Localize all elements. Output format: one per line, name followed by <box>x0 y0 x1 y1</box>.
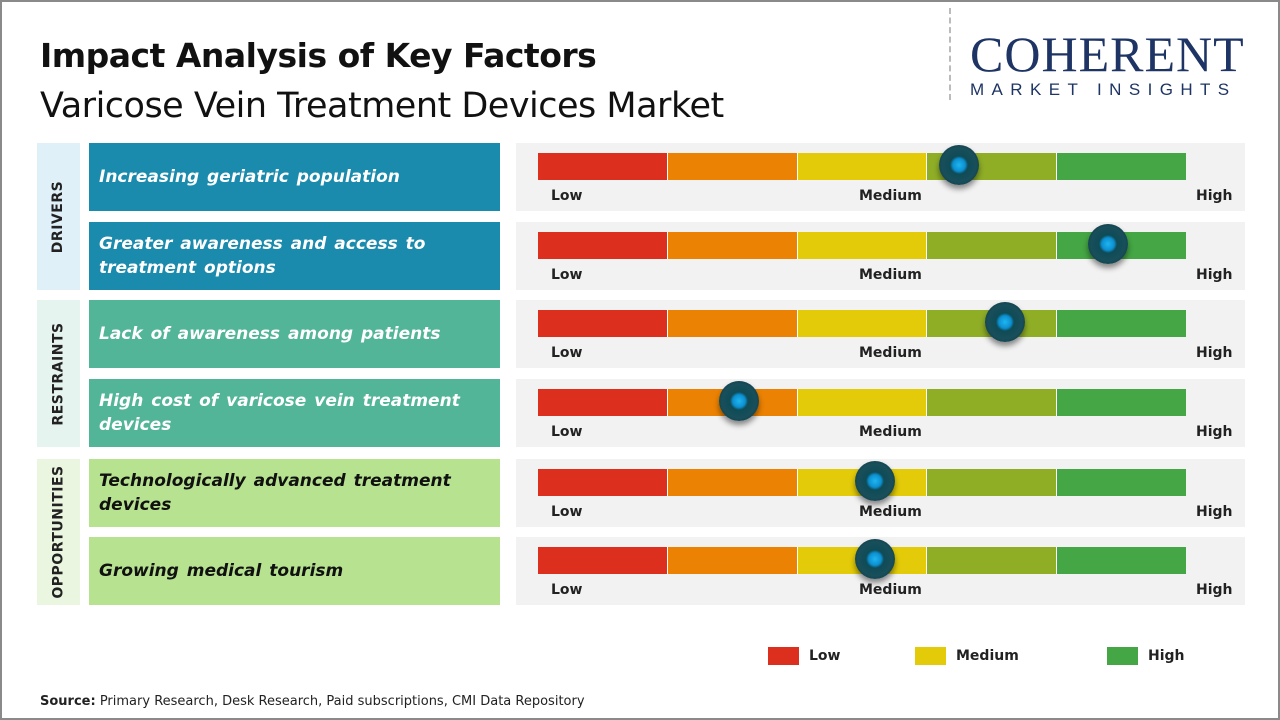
scale-segment <box>927 389 1058 416</box>
scale-segment <box>1057 389 1186 416</box>
factor-label: Growing medical tourism <box>89 537 500 605</box>
scale-segment <box>1057 469 1186 496</box>
scale-label-medium: Medium <box>859 267 922 283</box>
scale-segment <box>538 153 668 180</box>
factor-label: Lack of awareness among patients <box>89 300 500 368</box>
impact-marker <box>1088 224 1129 264</box>
source-text: Primary Research, Desk Research, Paid su… <box>95 694 585 709</box>
scale-segment <box>797 232 928 259</box>
impact-scale-bar <box>538 389 1186 416</box>
scale-segment <box>797 310 928 337</box>
scale-segment <box>927 469 1058 496</box>
scale-label-low: Low <box>551 345 583 361</box>
impact-gauge: Low Medium High <box>516 379 1245 447</box>
source-label: Source: <box>40 694 96 709</box>
factor-label: Greater awareness and access to treatmen… <box>89 222 500 290</box>
scale-label-high: High <box>1196 424 1233 440</box>
scale-segment <box>1057 547 1186 574</box>
category-drivers: DRIVERS <box>37 143 80 290</box>
legend-label-medium: Medium <box>956 648 1019 664</box>
logo-tagline: MARKET INSIGHTS <box>970 80 1237 99</box>
scale-label-high: High <box>1196 345 1233 361</box>
impact-marker <box>854 539 895 579</box>
divider <box>949 8 951 100</box>
scale-segment <box>1057 310 1186 337</box>
scale-segment <box>797 153 928 180</box>
scale-segment <box>538 310 668 337</box>
scale-segment <box>538 469 668 496</box>
scale-label-medium: Medium <box>859 582 922 598</box>
scale-segment <box>667 232 798 259</box>
scale-label-medium: Medium <box>859 504 922 520</box>
scale-label-high: High <box>1196 504 1233 520</box>
impact-gauge: Low Medium High <box>516 143 1245 211</box>
scale-label-medium: Medium <box>859 424 922 440</box>
legend-label-low: Low <box>809 648 841 664</box>
scale-segment <box>667 547 798 574</box>
impact-marker <box>984 302 1025 342</box>
impact-marker <box>939 145 980 185</box>
source-note: Source: Primary Research, Desk Research,… <box>40 694 585 709</box>
scale-label-high: High <box>1196 267 1233 283</box>
impact-scale-bar <box>538 153 1186 180</box>
legend-swatch-low <box>768 647 799 665</box>
scale-segment <box>927 547 1058 574</box>
scale-label-low: Low <box>551 504 583 520</box>
logo: COHERENT MARKET INSIGHTS <box>970 26 1260 100</box>
impact-gauge: Low Medium High <box>516 222 1245 290</box>
category-restraints: RESTRAINTS <box>37 300 80 447</box>
legend-high: High <box>1107 647 1185 665</box>
scale-segment <box>667 310 798 337</box>
impact-gauge: Low Medium High <box>516 300 1245 368</box>
page-subtitle: Varicose Vein Treatment Devices Market <box>40 86 724 126</box>
legend-low: Low <box>768 647 840 665</box>
impact-gauge: Low Medium High <box>516 459 1245 527</box>
scale-label-low: Low <box>551 188 583 204</box>
category-label: RESTRAINTS <box>50 321 67 426</box>
scale-label-low: Low <box>551 267 583 283</box>
scale-segment <box>927 232 1058 259</box>
scale-segment <box>538 389 668 416</box>
logo-wordmark: COHERENT <box>970 26 1245 82</box>
impact-scale-bar <box>538 469 1186 496</box>
legend-label-high: High <box>1148 648 1185 664</box>
category-label: OPPORTUNITIES <box>50 465 67 599</box>
scale-segment <box>538 547 668 574</box>
impact-scale-bar <box>538 310 1186 337</box>
impact-marker <box>718 381 759 421</box>
scale-label-high: High <box>1196 188 1233 204</box>
legend-medium: Medium <box>915 647 1019 665</box>
page-title: Impact Analysis of Key Factors <box>40 36 597 75</box>
scale-segment <box>667 153 798 180</box>
factor-label: Increasing geriatric population <box>89 143 500 211</box>
scale-label-medium: Medium <box>859 345 922 361</box>
scale-segment <box>797 389 928 416</box>
scale-segment <box>1057 153 1186 180</box>
scale-label-low: Low <box>551 424 583 440</box>
scale-label-low: Low <box>551 582 583 598</box>
scale-label-high: High <box>1196 582 1233 598</box>
scale-segment <box>538 232 668 259</box>
legend-swatch-high <box>1107 647 1138 665</box>
legend-swatch-medium <box>915 647 946 665</box>
category-label: DRIVERS <box>50 180 67 253</box>
impact-marker <box>854 461 895 501</box>
factor-label: High cost of varicose vein treatment dev… <box>89 379 500 447</box>
scale-label-medium: Medium <box>859 188 922 204</box>
impact-gauge: Low Medium High <box>516 537 1245 605</box>
factor-label: Technologically advanced treatment devic… <box>89 459 500 527</box>
category-opportunities: OPPORTUNITIES <box>37 459 80 605</box>
scale-segment <box>667 469 798 496</box>
